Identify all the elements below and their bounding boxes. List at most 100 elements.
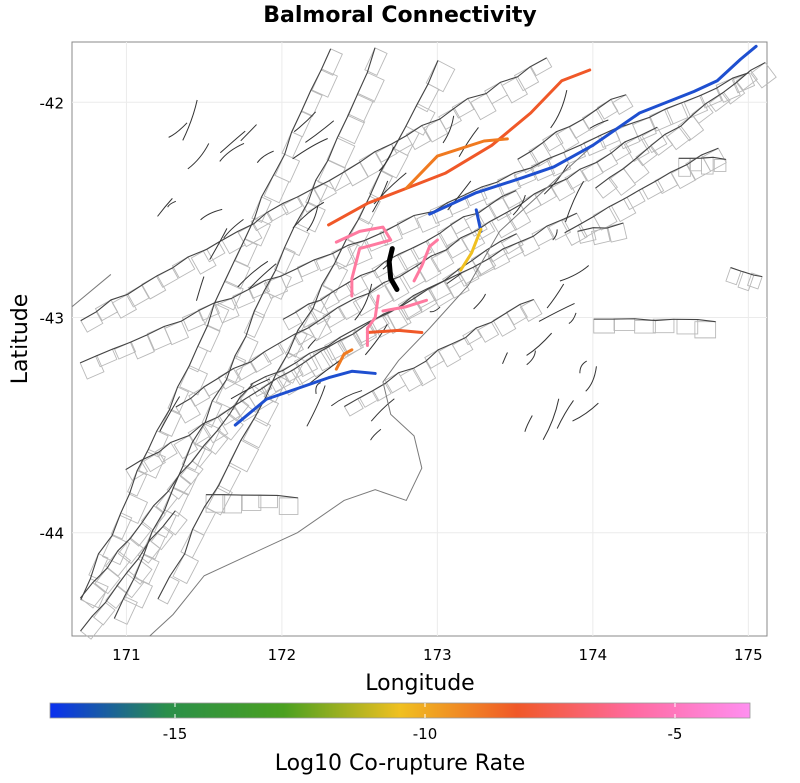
co-rupture-sections — [233, 44, 758, 427]
fault-trace — [564, 180, 585, 223]
fault-trace — [593, 318, 716, 323]
fault-trace — [292, 138, 328, 160]
x-axis-label: Longitude — [365, 671, 474, 696]
fault-trace — [572, 402, 599, 422]
section-balmoral-source — [386, 246, 400, 292]
fault-trace — [473, 293, 486, 310]
fault-trace — [458, 127, 479, 157]
section-orange-red — [365, 328, 424, 335]
fault-patch-strip — [113, 47, 388, 625]
ytick-label: -43 — [40, 309, 65, 327]
coastline-path — [71, 274, 112, 308]
fault-trace — [512, 194, 526, 216]
xtick-label: 171 — [112, 646, 141, 664]
fault-trace — [330, 390, 363, 407]
fault-trace — [237, 260, 269, 288]
section-blue-central — [428, 143, 595, 216]
xtick-label: 175 — [734, 646, 763, 664]
fault-trace — [292, 201, 325, 229]
fault-patch-strip — [678, 156, 727, 177]
fault-trace — [538, 303, 575, 322]
fault-trace — [568, 312, 577, 325]
fault-traces — [79, 47, 766, 632]
xtick-label: 172 — [268, 646, 297, 664]
fault-patch-strip — [564, 147, 727, 246]
fault-trace — [167, 200, 177, 208]
fault-trace — [80, 510, 176, 632]
fault-trace — [80, 48, 332, 601]
section-pink-mid — [381, 298, 428, 313]
fault-trace — [546, 283, 565, 309]
fault-patch-strip — [517, 94, 634, 174]
fault-trace — [543, 164, 569, 195]
section-blue-northeast — [591, 44, 758, 147]
fault-trace — [175, 126, 658, 408]
colorbar — [49, 702, 751, 719]
fault-patch-strip — [343, 298, 543, 417]
fault-trace — [552, 229, 558, 241]
fault-trace — [556, 400, 574, 429]
fault-trace — [730, 267, 763, 278]
section-orange-north — [327, 68, 592, 227]
fault-trace — [526, 350, 536, 366]
colorbar-ticks — [174, 703, 676, 718]
fault-trace — [200, 208, 223, 221]
fault-trace — [209, 228, 228, 260]
fault-trace — [447, 180, 472, 211]
fault-trace — [157, 198, 173, 217]
fault-trace — [502, 352, 508, 364]
fault-patch-strip — [79, 510, 188, 640]
fault-trace — [585, 366, 597, 392]
fault-trace — [550, 90, 568, 129]
fault-patch-strip — [175, 126, 668, 424]
colorbar-tick-label: -15 — [163, 725, 188, 743]
fault-trace — [446, 273, 462, 284]
fault-trace — [240, 124, 257, 142]
fault-patch-strip — [80, 48, 343, 609]
fault-trace — [595, 62, 766, 189]
xtick-label: 174 — [579, 646, 608, 664]
section-blue-south — [233, 369, 377, 427]
section-yellow-east — [459, 227, 483, 272]
fault-mesh — [79, 47, 777, 640]
fault-trace — [429, 306, 441, 313]
section-orange-mid — [404, 137, 509, 190]
fault-trace — [206, 494, 298, 499]
fault-trace — [559, 265, 590, 282]
fault-trace — [370, 398, 395, 422]
map-title: Balmoral Connectivity — [263, 3, 537, 28]
fault-patch-strip — [79, 72, 756, 380]
section-orange-small — [334, 348, 354, 371]
section-pink-central — [365, 294, 380, 347]
fault-trace — [248, 263, 277, 290]
section-pink-north — [334, 225, 393, 298]
fault-trace — [157, 60, 439, 600]
fault-patch-strip — [594, 61, 777, 199]
fault-trace — [187, 143, 210, 170]
fault-trace — [315, 382, 321, 394]
fault-trace — [256, 150, 274, 164]
fault-trace — [168, 122, 188, 138]
fault-trace — [517, 94, 627, 160]
fault-trace — [542, 398, 560, 440]
fault-trace — [564, 147, 719, 234]
fault-trace — [344, 298, 534, 407]
fault-trace — [223, 218, 244, 239]
fault-trace — [79, 384, 253, 599]
coastline-path — [149, 144, 594, 637]
section-blue-short — [474, 208, 483, 233]
xtick-label: 173 — [423, 646, 452, 664]
fault-trace — [378, 146, 394, 172]
fault-trace — [524, 415, 533, 432]
section-pink-east — [412, 238, 439, 283]
fault-trace — [526, 332, 553, 356]
fault-trace — [113, 47, 376, 619]
colorbar-tick-label: -5 — [668, 725, 683, 743]
fault-trace — [589, 119, 609, 129]
coastline — [71, 144, 594, 637]
fault-trace — [219, 143, 245, 162]
fault-trace — [306, 205, 319, 232]
ytick-label: -42 — [40, 94, 65, 112]
fault-trace — [306, 385, 326, 427]
